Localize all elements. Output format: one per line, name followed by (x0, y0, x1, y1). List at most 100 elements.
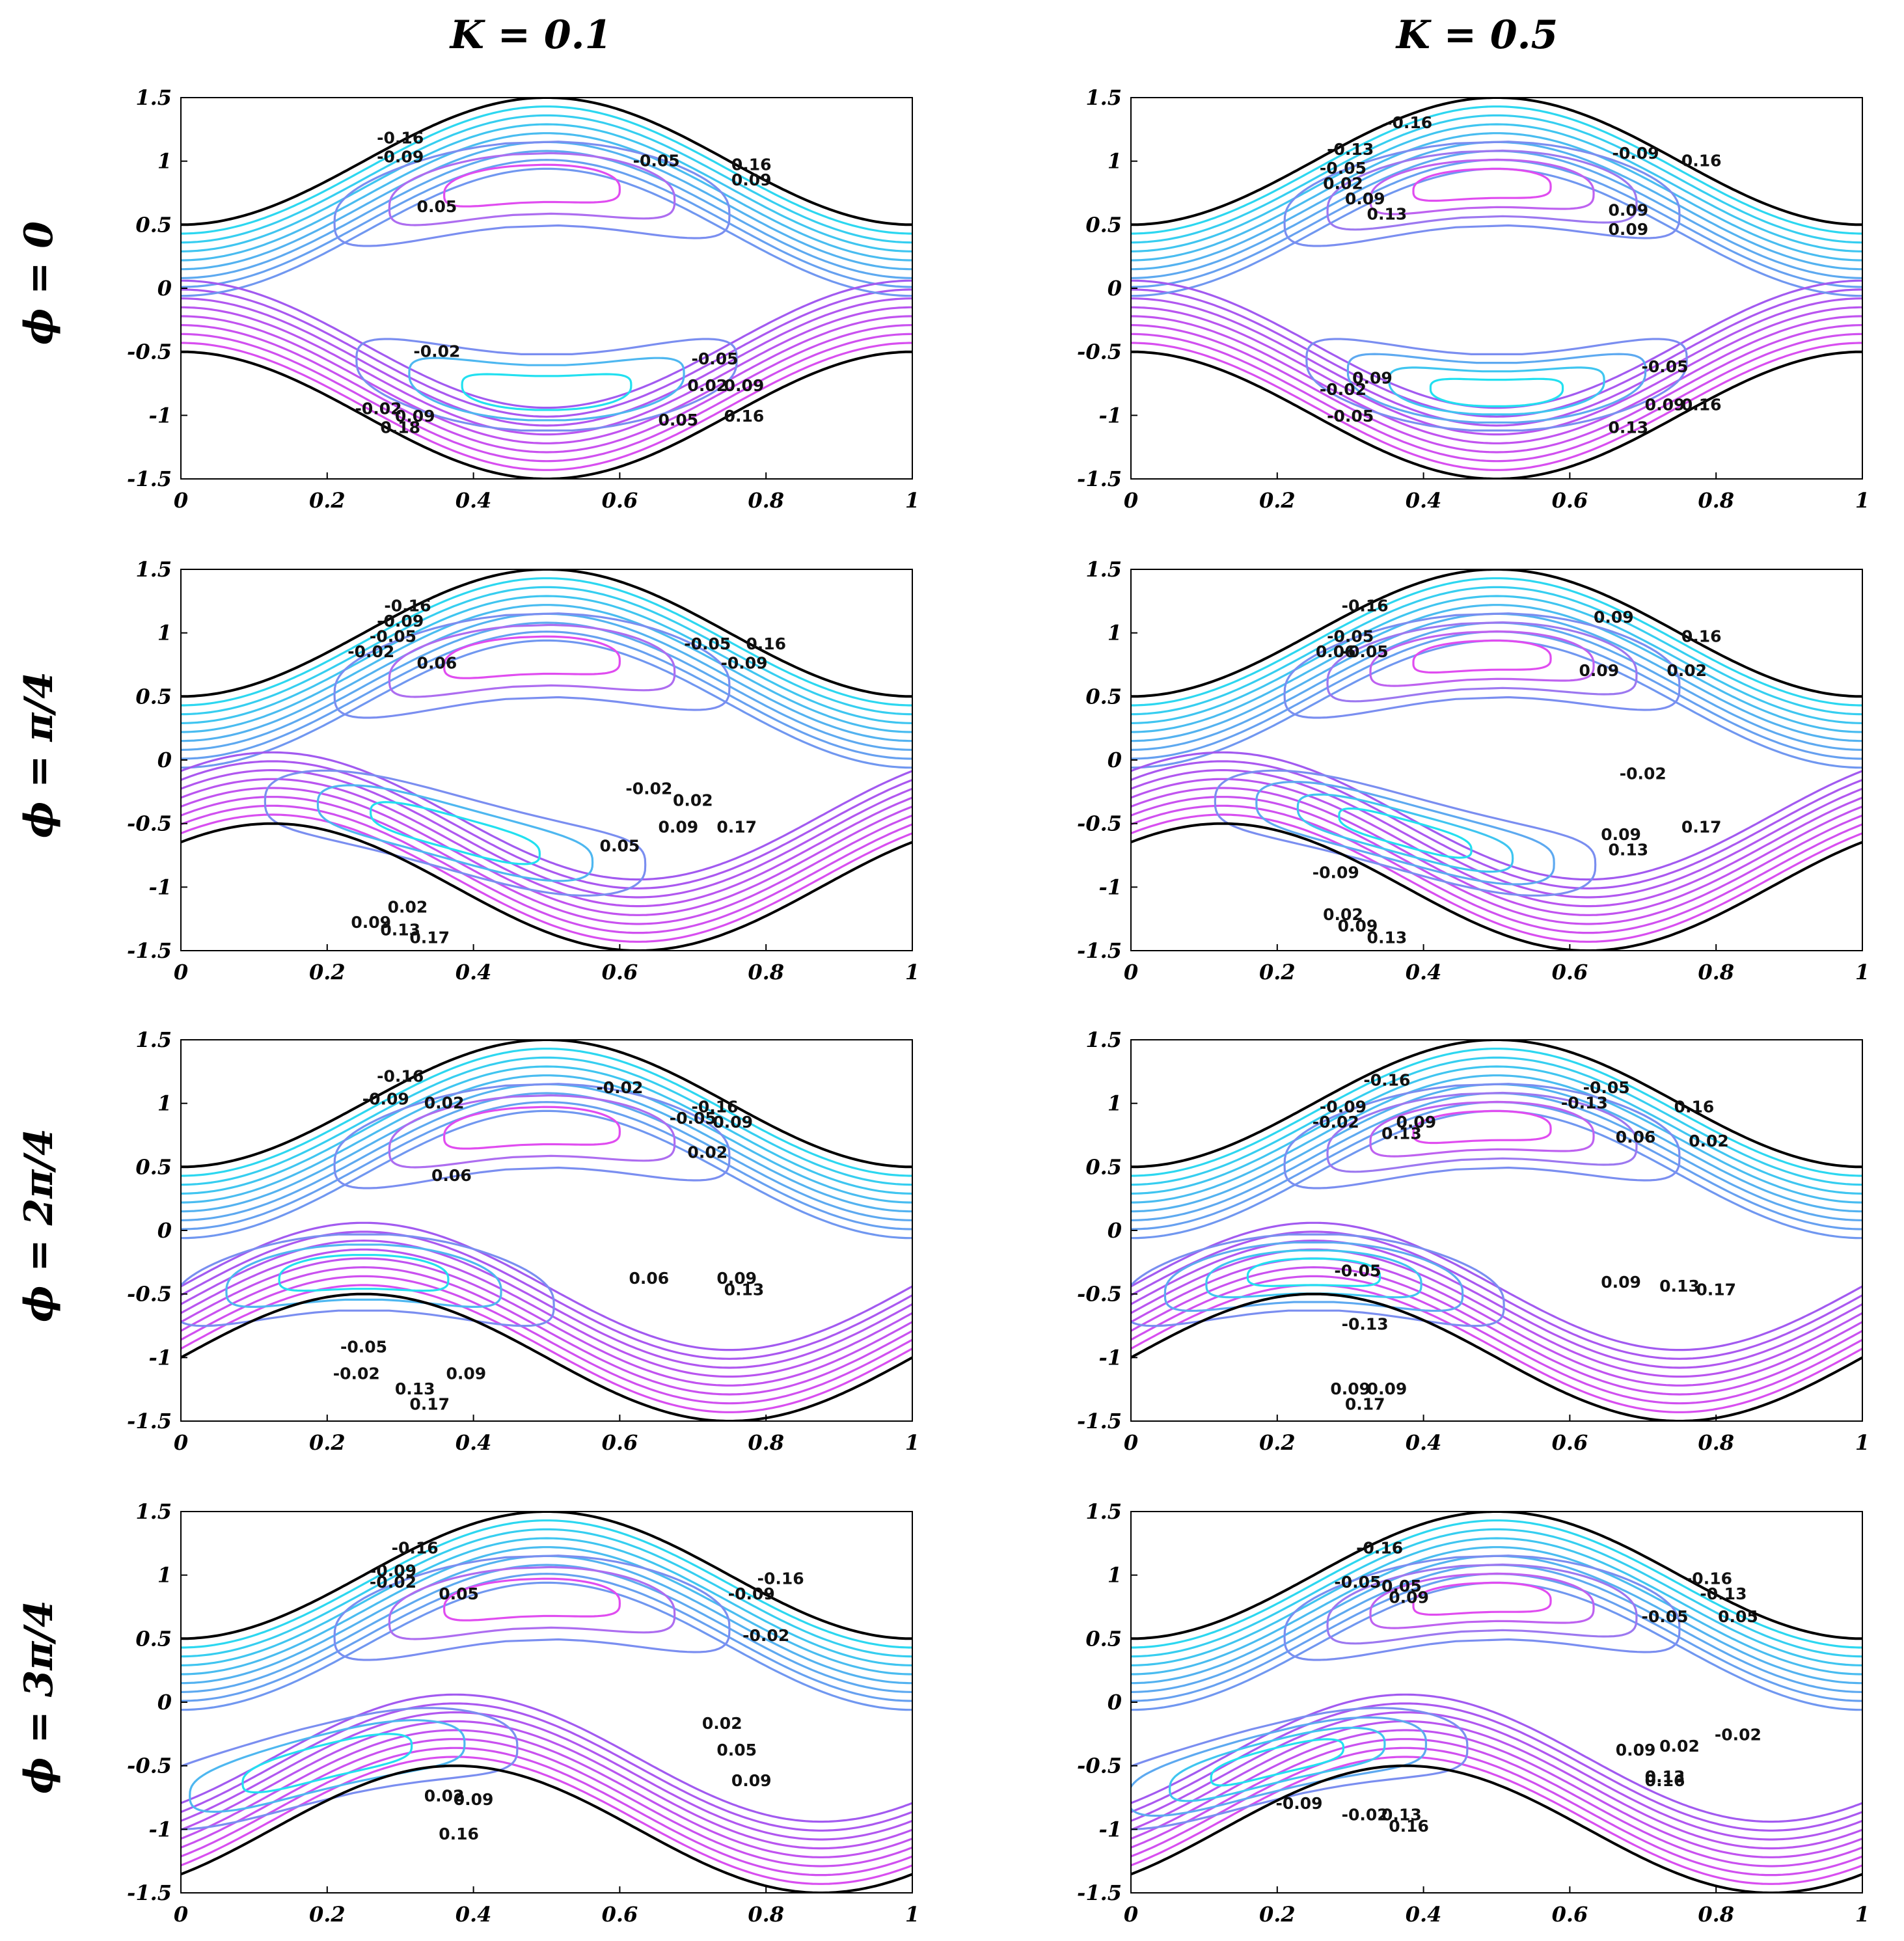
upper-wall (1131, 569, 1862, 698)
contour-label: 0.16 (1389, 1817, 1429, 1836)
contour-label: 0.09 (1345, 189, 1385, 208)
bolus-streamline (1429, 377, 1564, 407)
x-tick-label: 0.8 (1698, 488, 1734, 513)
contour-label: -0.13 (1700, 1584, 1747, 1603)
lower-streamline (181, 787, 912, 916)
x-tick-label: 0.8 (748, 1430, 784, 1455)
contour-label: -0.09 (1275, 1794, 1322, 1813)
bolus-streamline (442, 1106, 621, 1150)
x-tick-label: 0 (1124, 488, 1138, 513)
upper-streamline (1131, 1101, 1862, 1230)
contour-panel-k05-phi-2pi4: 1.510.50-0.5-1-1.50 0.2 0.4 0.6 0.8 1-0.16-0.… (1077, 1027, 1870, 1455)
contour-label: -0.05 (670, 1109, 716, 1128)
y-tick-label: 1.5 (1085, 1499, 1122, 1524)
contour-label: 0.09 (1389, 1588, 1429, 1607)
contour-label: -0.09 (377, 148, 424, 167)
x-tick-label: 0.4 (1406, 488, 1442, 513)
contour-label: -0.02 (1320, 380, 1367, 399)
upper-streamline (1131, 159, 1862, 288)
y-tick-label: 0.5 (135, 1154, 172, 1179)
bolus-streamline (241, 1733, 413, 1794)
bolus-streamline (1163, 1241, 1464, 1312)
contour-label: 0.09 (1352, 369, 1393, 388)
lower-streamline (1131, 324, 1862, 454)
contour-label: 0.16 (439, 1825, 479, 1843)
upper-streamline (181, 631, 912, 760)
contour-label: -0.05 (691, 349, 738, 368)
lower-streamline (1131, 342, 1862, 471)
upper-wall (181, 98, 912, 226)
x-tick-label: 0.8 (1698, 1430, 1734, 1455)
upper-streamline (1131, 595, 1862, 724)
lower-streamline (1131, 1239, 1862, 1369)
x-tick-label: 0.6 (1552, 1430, 1588, 1455)
y-tick-label: -1 (148, 1345, 172, 1370)
bolus-streamline (1246, 1257, 1381, 1287)
contour-label: 0.09 (351, 913, 391, 932)
contour-label: -0.16 (1363, 1070, 1410, 1089)
y-tick-label: 0.5 (1085, 212, 1122, 237)
contour-label: 0.09 (1608, 220, 1648, 239)
upper-streamline (181, 141, 912, 271)
y-tick-label: -0.5 (127, 811, 172, 836)
contour-label: -0.02 (596, 1078, 643, 1097)
contour-label: 0.09 (454, 1790, 494, 1809)
bolus-streamline (333, 141, 731, 247)
contour-label: 0.17 (409, 1394, 450, 1413)
y-tick-label: 1 (1108, 1091, 1122, 1116)
upper-streamline (1131, 1048, 1862, 1177)
lower-streamline (1131, 306, 1862, 436)
x-tick-label: 0.8 (1698, 1902, 1734, 1927)
contour-label: 0.13 (395, 1379, 435, 1398)
contour-label: -0.05 (1641, 357, 1688, 376)
lower-streamline (181, 306, 912, 436)
bolus-streamline (1346, 353, 1647, 424)
column-title-k05: K = 0.5 (1396, 12, 1558, 58)
y-tick-label: 0.5 (1085, 684, 1122, 709)
lower-streamline (1131, 751, 1862, 881)
y-tick-label: -0.5 (1077, 1754, 1122, 1778)
contour-label: 0.17 (716, 817, 757, 836)
y-tick-label: 1 (157, 621, 172, 645)
x-tick-label: 0.8 (748, 1902, 784, 1927)
y-tick-label: 0 (157, 276, 172, 301)
lower-streamline (181, 1275, 912, 1405)
lower-streamline (1131, 813, 1862, 943)
x-tick-label: 1 (905, 1430, 919, 1455)
contour-label: 0.02 (1666, 661, 1707, 680)
contour-label: 0.13 (1659, 1277, 1700, 1296)
contour-label: 0.13 (1367, 205, 1408, 224)
lower-streamline (181, 297, 912, 427)
upper-streamline (181, 1581, 912, 1711)
y-tick-label: -0.5 (127, 1282, 172, 1307)
contour-label: -0.05 (1342, 642, 1389, 661)
upper-streamline (181, 1537, 912, 1666)
upper-streamline (181, 150, 912, 279)
lower-streamline (1131, 297, 1862, 427)
bolus-streamline (388, 1566, 676, 1640)
y-tick-label: 0 (1108, 1218, 1122, 1243)
contour-label: 0.09 (1608, 201, 1648, 220)
bolus-streamline (181, 1707, 519, 1830)
upper-streamline (1131, 621, 1862, 751)
contour-panel-k01-phi-3pi4: 1.510.50-0.5-1-1.50 0.2 0.4 0.6 0.8 1-0.16-0.… (127, 1499, 919, 1927)
bolus-streamline (333, 1554, 731, 1661)
lower-streamline (1131, 1230, 1862, 1360)
contour-label: 0.17 (409, 928, 450, 947)
x-tick-label: 1 (1855, 1430, 1870, 1455)
lower-streamline (1131, 315, 1862, 444)
contour-label: 0.16 (1681, 627, 1722, 645)
contour-label: 0.16 (731, 155, 772, 174)
x-tick-label: 0 (174, 488, 188, 513)
y-tick-label: -0.5 (127, 1754, 172, 1778)
x-tick-label: 0.8 (748, 488, 784, 513)
x-tick-label: 1 (1855, 960, 1870, 984)
lower-streamline (181, 324, 912, 454)
x-tick-label: 0.4 (456, 488, 492, 513)
x-tick-label: 1 (905, 1902, 919, 1927)
upper-streamline (1131, 639, 1862, 769)
y-tick-label: 0 (1108, 276, 1122, 301)
lower-streamline (181, 1720, 912, 1850)
contour-label: 0.16 (1674, 1097, 1715, 1116)
upper-streamline (1131, 586, 1862, 716)
